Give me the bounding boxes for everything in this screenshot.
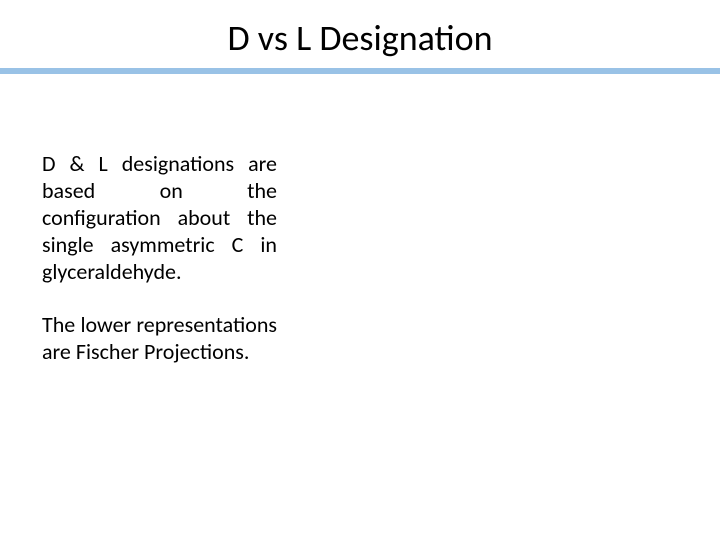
slide: D vs L Designation D & L designations ar…: [0, 0, 720, 540]
title-underline: [0, 68, 720, 74]
body-text: D & L designations are based on the conf…: [42, 150, 277, 391]
paragraph-2: The lower representations are Fischer Pr…: [42, 311, 277, 365]
paragraph-1: D & L designations are based on the conf…: [42, 150, 277, 285]
slide-title: D vs L Designation: [0, 16, 720, 60]
slide-title-text: D vs L Designation: [227, 16, 492, 60]
